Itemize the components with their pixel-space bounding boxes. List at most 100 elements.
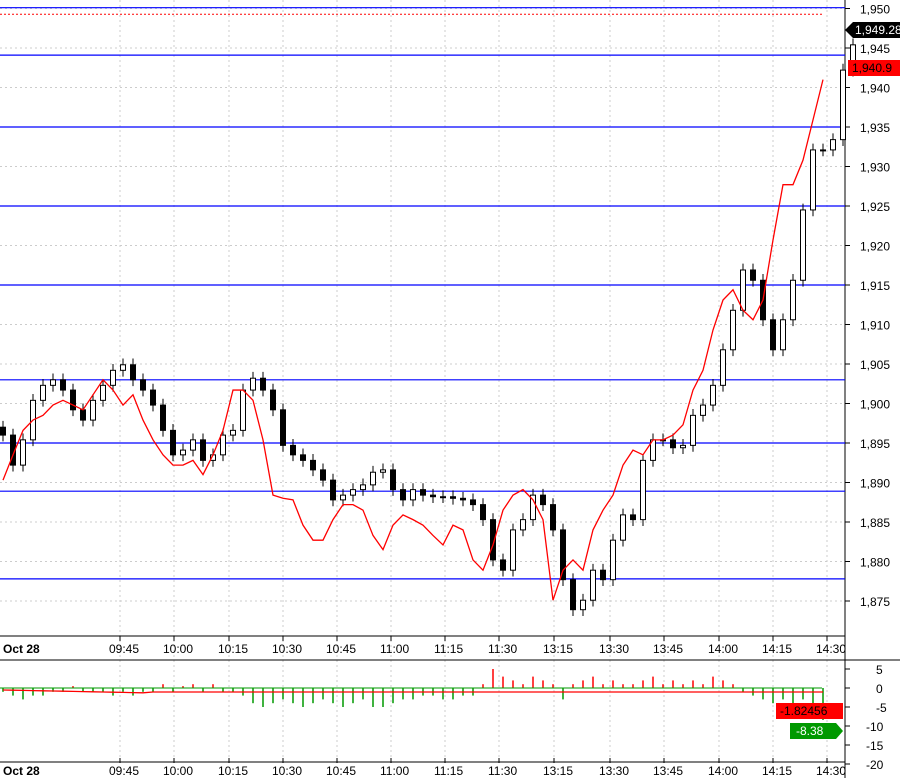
candle <box>410 483 416 507</box>
candle-body <box>340 494 346 501</box>
candle-body <box>480 504 486 521</box>
candle-body <box>360 484 366 491</box>
candle-body <box>390 469 396 491</box>
candle <box>490 513 496 567</box>
x-tick-label-bottom: 14:30 <box>816 764 846 778</box>
candle <box>820 143 826 157</box>
x-tick-label: 11:15 <box>434 642 463 656</box>
candle <box>730 303 736 357</box>
candle <box>460 491 466 507</box>
candle <box>150 383 156 412</box>
candle-body <box>460 497 466 501</box>
x-tick-label-bottom: 11:15 <box>434 764 463 778</box>
candle <box>500 553 506 577</box>
candle <box>50 373 56 392</box>
candle <box>60 373 66 397</box>
x-tick-label: 10:00 <box>163 642 193 656</box>
candle <box>670 433 676 455</box>
candle-body <box>620 514 626 541</box>
candle-body <box>180 449 186 456</box>
candle-body <box>270 389 276 411</box>
candle <box>840 63 846 146</box>
candle-body <box>60 379 66 391</box>
candle-body <box>640 459 646 521</box>
candle <box>700 398 706 422</box>
candle <box>480 498 486 526</box>
candle <box>590 563 596 607</box>
candle-body <box>420 489 426 496</box>
candle <box>160 398 166 437</box>
candle-body <box>20 439 26 466</box>
candle <box>270 383 276 417</box>
y-tick-label: 1,940 <box>860 82 890 96</box>
candle <box>180 443 186 462</box>
candle-body <box>530 494 536 521</box>
candle-body <box>0 426 6 436</box>
candle <box>770 313 776 357</box>
candle-body <box>100 384 106 401</box>
candle <box>750 263 756 287</box>
candle <box>190 433 196 457</box>
x-tick-label: 14:30 <box>816 642 846 656</box>
y-tick-label: 1,910 <box>860 319 890 333</box>
candle-body <box>840 69 846 141</box>
candle <box>370 465 376 492</box>
candle <box>200 433 206 467</box>
candle <box>140 373 146 397</box>
candle <box>360 478 366 496</box>
candle-body <box>370 471 376 486</box>
candle <box>430 488 436 504</box>
candle-body <box>440 496 446 499</box>
candle <box>690 409 696 452</box>
hist-y-tick-label: 5 <box>876 663 883 677</box>
x-tick-label-bottom: 11:00 <box>380 764 409 778</box>
x-tick-label: 13:30 <box>599 642 629 656</box>
candle-body <box>550 504 556 531</box>
candle <box>330 473 336 507</box>
candle <box>320 463 326 487</box>
candle-body <box>380 469 386 473</box>
candle-body <box>90 399 96 421</box>
candle <box>570 573 576 617</box>
candle-body <box>140 379 146 391</box>
x-tick-label: 13:15 <box>543 642 573 656</box>
candle-body <box>500 559 506 571</box>
x-tick-label-bottom: 13:30 <box>599 764 629 778</box>
candle-body <box>490 519 496 561</box>
candle <box>230 424 236 442</box>
x-tick-label-bottom: Oct 28 <box>3 764 40 778</box>
y-tick-label: 1,925 <box>860 200 890 214</box>
candle <box>350 483 356 502</box>
candle <box>340 488 346 507</box>
candle-body <box>750 269 756 281</box>
candle <box>610 533 616 586</box>
candle <box>250 371 256 397</box>
candle <box>0 420 6 442</box>
candle <box>170 424 176 462</box>
candle-body <box>710 384 716 406</box>
candle-body <box>170 429 176 456</box>
candle <box>830 133 836 157</box>
candle <box>530 488 536 526</box>
y-tick-label: 1,935 <box>860 121 890 135</box>
x-tick-label-bottom: 14:15 <box>762 764 792 778</box>
candle <box>260 371 266 397</box>
candle <box>100 379 106 407</box>
candle-body <box>190 439 196 451</box>
y-tick-label: 1,920 <box>860 240 890 254</box>
candle-body <box>320 469 326 481</box>
candle <box>380 463 386 479</box>
candle <box>600 563 606 586</box>
y-tick-label: 1,945 <box>860 42 890 56</box>
candle-body <box>820 149 826 152</box>
x-tick-label: 14:15 <box>762 642 792 656</box>
x-tick-label-bottom: 10:00 <box>163 764 193 778</box>
red-average-line <box>2 79 824 601</box>
candle-body <box>70 389 76 411</box>
x-tick-label: 13:45 <box>653 642 683 656</box>
candle-body <box>680 444 686 449</box>
candle-body <box>450 496 456 499</box>
candle-body <box>300 454 306 461</box>
candle-body <box>690 414 696 446</box>
